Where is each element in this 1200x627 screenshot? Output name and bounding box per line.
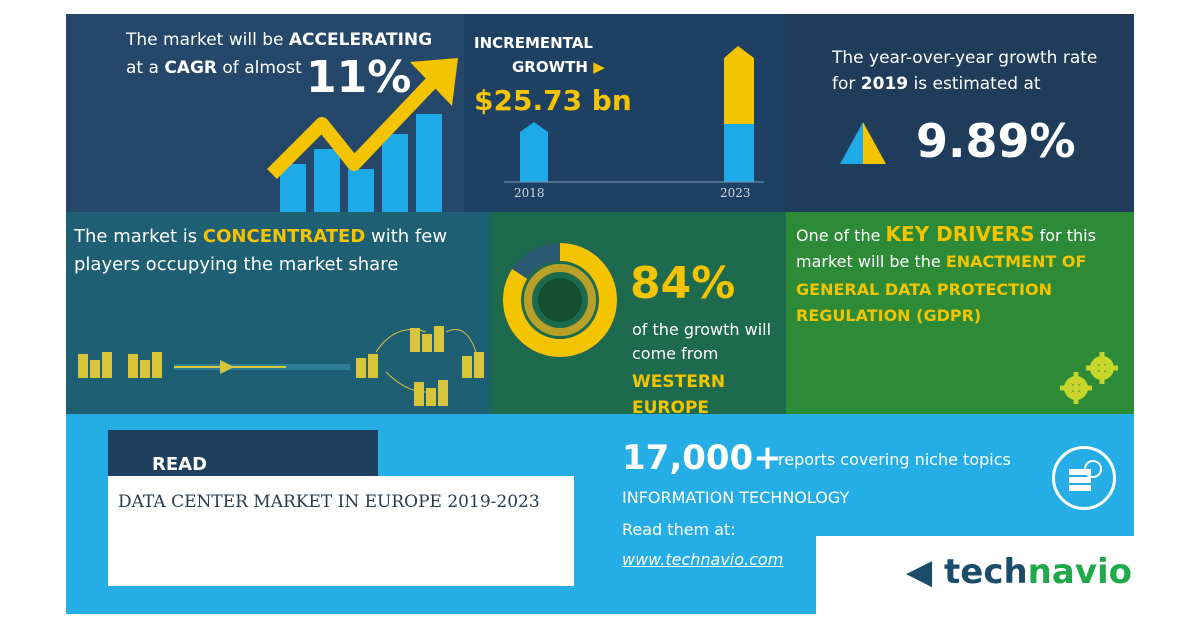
technavio-logo-icon: ◀ [906,552,933,592]
technavio-logo: ◀ technavio [906,552,1132,592]
bar-2023-base [724,124,754,182]
region-name-line2: EUROPE [632,398,710,414]
report-title: DATA CENTER MARKET IN EUROPE 2019-2023 [118,492,540,512]
cagr-line2: at a CAGR of almost [126,58,302,78]
concentration-panel: The market is CONCENTRATED with few play… [66,212,490,414]
technavio-link[interactable]: www.technavio.com [622,550,784,569]
concentration-line1: The market is CONCENTRATED with few [74,226,448,247]
year-2018: 2018 [514,186,545,200]
drivers-line1: One of the KEY DRIVERS for this [796,222,1096,246]
yoy-line2: for 2019 is estimated at [832,74,1041,94]
cagr-value: 11% [306,52,412,103]
report-title-box[interactable]: DATA CENTER MARKET IN EUROPE 2019-2023 [108,476,574,586]
triangle-growth-icon [840,122,886,164]
rising-arrow-chart-icon [267,58,458,212]
incremental-panel: INCREMENTAL GROWTH ▶ $25.73 bn 2018 2023 [464,14,784,212]
report-footer: READ THE REPORT: DATA CENTER MARKET IN E… [66,414,1134,614]
drivers-panel: One of the KEY DRIVERS for this market w… [786,212,1134,414]
donut-chart-icon [503,243,617,357]
yoy-line1: The year-over-year growth rate [832,48,1098,68]
region-panel: 84% of the growth will come from WESTERN… [490,212,786,414]
triangle-right-icon: ▶ [593,58,605,76]
drivers-line4: REGULATION (GDPR) [796,306,982,325]
growth-heading: GROWTH ▶ [512,58,605,76]
gears-icon [1060,352,1118,404]
reports-description: reports covering niche topics [778,450,1011,469]
growth-bars-graphic [504,46,764,183]
yoy-value: 9.89% [916,114,1076,168]
region-line2: come from [632,344,719,363]
year-2023: 2023 [720,186,751,200]
concentration-line2: players occupying the market share [74,254,399,275]
region-value: 84% [630,258,736,309]
bar-2018 [520,122,548,182]
region-line1: of the growth will [632,320,772,339]
server-cloud-icon [1052,446,1116,510]
drivers-line3: GENERAL DATA PROTECTION [796,280,1052,299]
read-the-report-tab: READ THE REPORT: [108,430,378,517]
infographic-card: The market will be ACCELERATING at a CAG… [66,14,1134,614]
logo-area [816,536,1134,614]
reports-count: 17,000+ [622,438,782,478]
region-name-line1: WESTERN [632,372,726,392]
incremental-value: $25.73 bn [474,84,632,117]
drivers-line2: market will be the ENACTMENT OF [796,252,1087,271]
yoy-panel: The year-over-year growth rate for 2019 … [784,14,1134,212]
read-them-label: Read them at: [622,520,736,539]
cagr-panel: The market will be ACCELERATING at a CAG… [66,14,464,212]
cagr-line1: The market will be ACCELERATING [126,30,433,50]
incremental-heading: INCREMENTAL [474,34,593,52]
reports-category: INFORMATION TECHNOLOGY [622,488,850,507]
buildings-network-icon [78,326,484,406]
